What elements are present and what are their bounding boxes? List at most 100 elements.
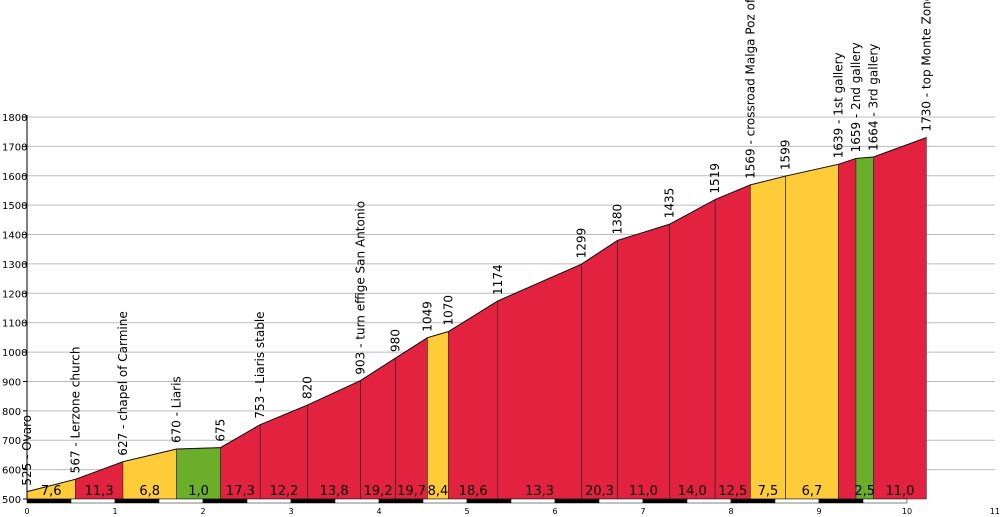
point-label: 980	[389, 329, 403, 352]
point-label: 1730 - top Monte Zoncolan	[919, 0, 933, 132]
point-label: 1380	[610, 204, 624, 235]
point-label: 1664 - 3rd gallery	[867, 44, 881, 151]
x-tick-label: 7	[640, 507, 645, 516]
segment-gradient-label: 12,2	[269, 484, 298, 499]
x-tick-label: 0	[24, 507, 29, 516]
profile-segment	[785, 163, 839, 500]
x-tick-label: 2	[200, 507, 205, 516]
point-label: 1070	[442, 295, 456, 326]
segment-gradient-label: 11,0	[885, 484, 914, 499]
y-tick-label: 800	[2, 407, 21, 418]
segment-gradient-label: 20,3	[585, 484, 614, 499]
segment-gradient-label: 7,6	[41, 484, 62, 499]
segment-gradient-label: 12,5	[718, 484, 747, 499]
point-label: 820	[301, 376, 315, 399]
profile-segment	[427, 331, 449, 500]
profile-segment	[750, 175, 786, 500]
profile-segment	[838, 158, 857, 500]
y-tick-label: 700	[2, 436, 21, 447]
point-label: 1599	[779, 140, 793, 171]
y-tick-label: 1500	[2, 201, 27, 212]
x-axis-bar-segment	[70, 498, 116, 504]
x-tick-label: 4	[376, 507, 381, 516]
point-labels: 7,6 11,3 6,8 1,0 17,3 12,2 13,8 19,2 19,7 8,4 18,6…	[20, 0, 933, 499]
profile-segment	[714, 184, 751, 500]
y-tick-label: 1600	[2, 172, 27, 183]
x-axis-bar-segment	[246, 498, 292, 504]
x-tick-label: 5	[464, 507, 469, 516]
y-tick-label: 500	[2, 495, 21, 506]
x-axis-bar-segment	[686, 498, 732, 504]
y-tick-label: 1400	[2, 231, 27, 242]
x-axis-bar-segment	[378, 498, 424, 504]
y-tick-label: 1000	[2, 348, 27, 359]
x-tick-label: 10	[902, 507, 912, 516]
x-axis-bar-segment	[334, 498, 380, 504]
x-axis-bar-segment	[422, 498, 468, 504]
x-axis-bar-segment	[466, 498, 512, 504]
segment-gradient-label: 6,8	[139, 484, 160, 499]
segment-gradient-label: 18,6	[459, 484, 488, 499]
y-tick-label: 1300	[2, 260, 27, 271]
point-label: 1435	[662, 188, 676, 219]
y-tick-label: 600	[2, 466, 21, 477]
profile-segment	[307, 380, 361, 500]
profile-segment	[669, 199, 716, 500]
x-axis-bar-segment	[158, 498, 204, 504]
point-label: 670 - Liaris	[170, 376, 184, 443]
segment-gradient-label: 17,3	[226, 484, 255, 499]
x-axis-bar-segment	[202, 498, 248, 504]
point-label: 567 - Lerzone church	[68, 347, 82, 474]
profile-segment	[395, 337, 428, 500]
point-label: 1174	[491, 264, 505, 295]
segment-gradient-label: 2,5	[854, 484, 875, 499]
x-axis-bar-segment	[730, 498, 776, 504]
x-axis-bar-segment	[510, 498, 556, 504]
x-axis-bar-segment	[774, 498, 820, 504]
y-tick-label: 1200	[2, 289, 27, 300]
x-axis-bar-segment	[26, 498, 72, 504]
segment-gradient-label: 19,7	[397, 484, 426, 499]
y-tick-label: 1800	[2, 113, 27, 124]
point-label: 675	[214, 419, 228, 442]
x-tick-label: 9	[816, 507, 821, 516]
segment-gradient-label: 13,3	[525, 484, 554, 499]
segment-gradient-label: 8,4	[428, 484, 449, 499]
profile-segment	[873, 137, 927, 500]
y-tick-label: 1700	[2, 142, 27, 153]
profile-segment	[617, 223, 670, 500]
point-label: 1659 - 2nd gallery	[849, 42, 863, 152]
x-tick-label: 11	[990, 507, 1000, 516]
segment-gradient-label: 11,3	[85, 484, 114, 499]
segment-gradient-label: 11,0	[629, 484, 658, 499]
profile-segment	[855, 156, 874, 500]
point-label: 627 - chapel of Carmine	[116, 311, 130, 455]
x-tick-label: 6	[552, 507, 557, 516]
y-tick-label: 900	[2, 377, 21, 388]
segment-gradient-label: 1,0	[188, 484, 209, 499]
x-tick-label: 3	[288, 507, 293, 516]
x-tick-label: 1	[112, 507, 117, 516]
segment-gradient-label: 7,5	[758, 484, 779, 499]
segment-gradient-label: 14,0	[678, 484, 707, 499]
x-axis-bar-segment	[114, 498, 160, 504]
profile-segment	[497, 263, 582, 500]
profile-segment	[581, 239, 618, 500]
x-axis-bar-segment	[862, 498, 908, 504]
point-label: 1639 - 1st gallery	[831, 52, 845, 158]
x-tick-label: 8	[728, 507, 733, 516]
profile-segment	[448, 300, 499, 500]
axes: 5006007008009001000110012001300140015001…	[2, 113, 1000, 516]
point-label: 1049	[420, 301, 434, 332]
x-axis-bar-segment	[642, 498, 688, 504]
profile-segment	[360, 357, 397, 500]
segment-gradient-label: 19,2	[364, 484, 393, 499]
point-label: 753 - Liaris stable	[253, 311, 267, 418]
x-axis-bar-segment	[598, 498, 644, 504]
x-axis-bar-segment	[818, 498, 864, 504]
y-tick-label: 1100	[2, 319, 27, 330]
point-label: 1299	[574, 228, 588, 259]
segment-gradient-label: 13,8	[320, 484, 349, 499]
profile-outline	[26, 137, 927, 493]
